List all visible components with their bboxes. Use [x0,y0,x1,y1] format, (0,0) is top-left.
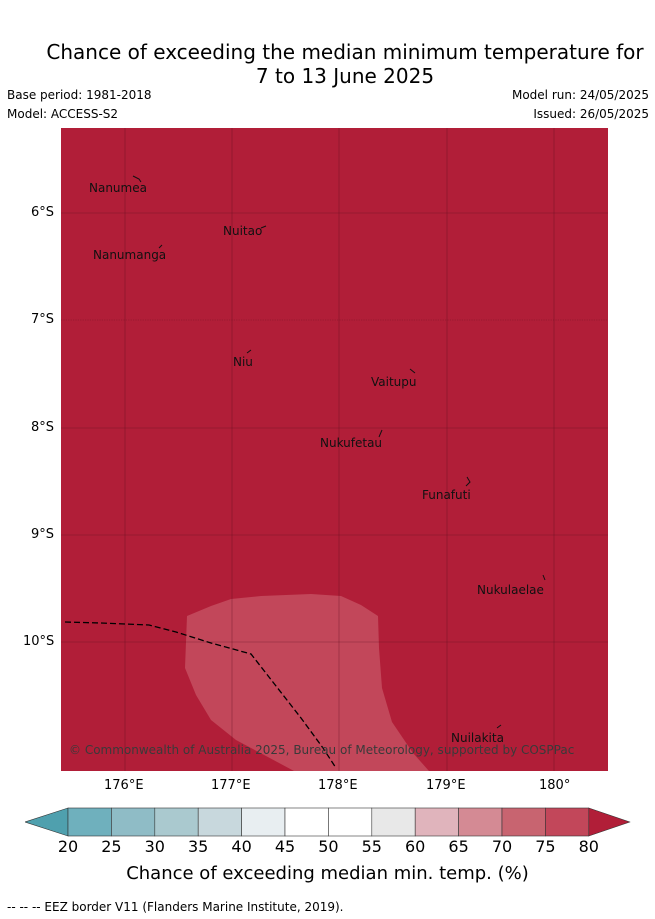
colorbar-cell [414,807,459,837]
lon-label-180: 180° [539,778,571,793]
model-name: Model: ACCESS-S2 [7,107,119,121]
colorbar-cell [111,807,156,837]
place-label-nuilakita: Nuilakita [451,731,504,745]
colorbar-cell [501,807,546,837]
colorbar-cell [371,807,416,837]
place-label-nanumanga: Nanumanga [93,248,166,262]
island-labels: Nanumea Nuitao Nanumanga Niu Vaitupu Nuk… [89,181,544,745]
place-label-nanumea: Nanumea [89,181,147,195]
colorbar-tick-label: 50 [318,837,339,856]
colorbar-cell [241,807,286,837]
colorbar-tick-label: 65 [448,837,469,856]
lon-label-178e: 178°E [318,778,358,793]
colorbar-tick-label: 60 [405,837,426,856]
colorbar-tick-label: 20 [57,837,79,856]
colorbar-cell [328,807,373,837]
colorbar-tick-label: 70 [491,837,513,856]
colorbar-cell [197,807,242,837]
lat-label-6s: 6°S [31,205,55,220]
color-bar-cells [25,807,631,837]
colorbar-cell [67,807,112,837]
colorbar-tick-label: 45 [274,837,296,856]
place-label-nuitao: Nuitao [223,224,262,238]
colorbar-cell [284,807,329,837]
colorbar-cell [458,807,503,837]
copyright-notice: © Commonwealth of Australia 2025, Bureau… [69,743,574,757]
place-label-niu: Niu [233,355,253,369]
lat-label-9s: 9°S [31,527,55,542]
colorbar-tick-label: 55 [361,837,382,856]
colorbar-tick-label: 35 [188,837,209,856]
base-period: Base period: 1981-2018 [7,88,152,102]
lower-probability-region [185,594,429,771]
colorbar-cell [154,807,199,837]
color-bar-title: Chance of exceeding median min. temp. (%… [126,863,529,884]
grid-lines [61,128,608,771]
colorbar-tick-label: 40 [231,837,252,856]
colorbar-tick-label: 30 [144,837,165,856]
lon-label-179e: 179°E [426,778,466,793]
colorbar-under-arrow [25,807,69,837]
lat-label-7s: 7°S [31,312,55,327]
eez-legend: -- -- -- EEZ border V11 (Flanders Marine… [7,900,344,914]
lon-label-176e: 176°E [104,778,144,793]
lon-label-177e: 177°E [211,778,251,793]
issued-date: Issued: 26/05/2025 [533,107,649,121]
title-line-2: 7 to 13 June 2025 [255,64,435,88]
place-label-nukulaelae: Nukulaelae [477,583,544,597]
place-label-vaitupu: Vaitupu [371,375,417,389]
map-panel[interactable]: Nanumea Nuitao Nanumanga Niu Vaitupu Nuk… [61,128,608,771]
place-label-funafuti: Funafuti [422,488,471,502]
colorbar-cell [545,807,590,837]
model-run: Model run: 24/05/2025 [511,88,649,102]
colorbar-tick-label: 75 [535,837,556,856]
place-label-nukufetau: Nukufetau [320,436,382,450]
island-shapes [132,175,546,729]
color-bar [25,807,631,837]
lat-label-10s: 10°S [23,634,55,649]
colorbar-tick-label: 25 [101,837,122,856]
map-title: Chance of exceeding the median minimum t… [0,40,655,88]
eez-border-line [64,621,337,769]
colorbar-over-arrow [588,807,631,837]
title-line-1: Chance of exceeding the median minimum t… [46,40,644,64]
colorbar-tick-label: 80 [578,837,599,856]
lat-label-8s: 8°S [31,420,55,435]
